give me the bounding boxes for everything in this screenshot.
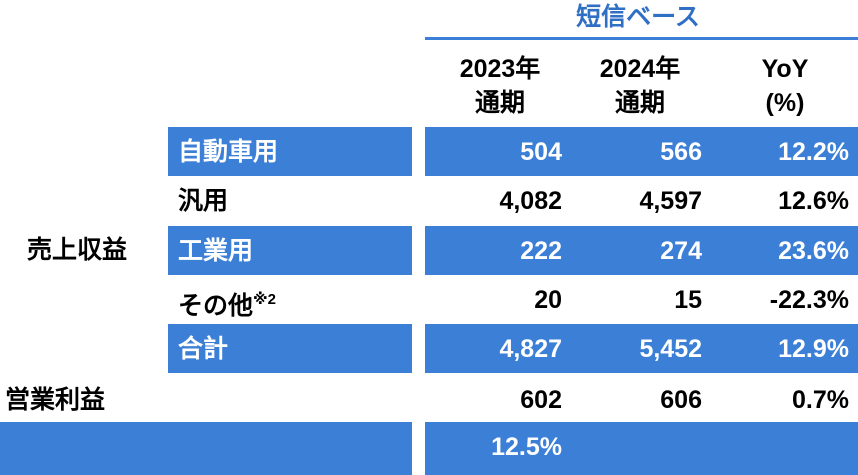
cell-automotive-yoy: 12.2% <box>778 138 849 166</box>
row-band-total-values <box>425 324 858 373</box>
row-label-total: 合計 <box>178 335 229 363</box>
row-label-industrial: 工業用 <box>178 237 254 265</box>
cell-other-fy2023: 20 <box>534 286 562 314</box>
row-label-general: 汎用 <box>178 187 229 215</box>
cell-operating-profit-fy2023: 602 <box>520 386 562 414</box>
row-label-other: その他※2 <box>178 285 276 321</box>
cell-operating-profit-yoy: 0.7% <box>792 386 849 414</box>
cell-automotive-fy2023: 504 <box>520 138 562 166</box>
cell-margin-fy2023: 12.5% <box>491 433 562 461</box>
column-header-yoy: YoY (%) <box>730 52 840 120</box>
row-band-industrial-label <box>168 226 412 275</box>
column-header-fy2023: 2023年 通期 <box>440 52 560 120</box>
basis-header: 短信ベース <box>576 3 700 31</box>
cell-other-fy2024: 15 <box>674 286 702 314</box>
cell-general-fy2023: 4,082 <box>499 187 562 215</box>
section-label-revenue: 売上収益 <box>27 236 128 264</box>
cell-general-fy2024: 4,597 <box>639 187 702 215</box>
row-band-automotive-values <box>425 127 858 176</box>
row-band-margin-label <box>0 422 412 475</box>
row-label-other-text: その他 <box>178 292 254 320</box>
column-header-fy2024: 2024年 通期 <box>580 52 700 120</box>
column-header-fy2023-year: 2023年 <box>459 55 541 83</box>
column-header-yoy-label: YoY <box>761 55 809 83</box>
column-header-fy2023-period: 通期 <box>474 89 525 117</box>
cell-total-yoy: 12.9% <box>778 335 849 363</box>
row-band-total-label <box>168 324 412 373</box>
cell-industrial-fy2023: 222 <box>520 237 562 265</box>
row-label-automotive: 自動車用 <box>178 138 279 166</box>
cell-industrial-yoy: 23.6% <box>778 237 849 265</box>
cell-other-yoy: -22.3% <box>769 286 849 314</box>
cell-automotive-fy2024: 566 <box>660 138 702 166</box>
section-label-operating-profit: 営業利益 <box>5 386 106 414</box>
column-header-fy2024-year: 2024年 <box>599 55 681 83</box>
column-header-fy2024-period: 通期 <box>614 89 665 117</box>
row-band-margin-values <box>425 422 858 475</box>
cell-general-yoy: 12.6% <box>778 187 849 215</box>
footnote-marker: ※2 <box>253 291 276 308</box>
cell-industrial-fy2024: 274 <box>660 237 702 265</box>
cell-total-fy2024: 5,452 <box>639 335 702 363</box>
cell-operating-profit-fy2024: 606 <box>660 386 702 414</box>
header-rule <box>425 37 858 40</box>
row-band-industrial-values <box>425 226 858 275</box>
column-header-yoy-unit: (%) <box>765 89 805 117</box>
cell-total-fy2023: 4,827 <box>499 335 562 363</box>
row-band-automotive-label <box>168 127 412 176</box>
